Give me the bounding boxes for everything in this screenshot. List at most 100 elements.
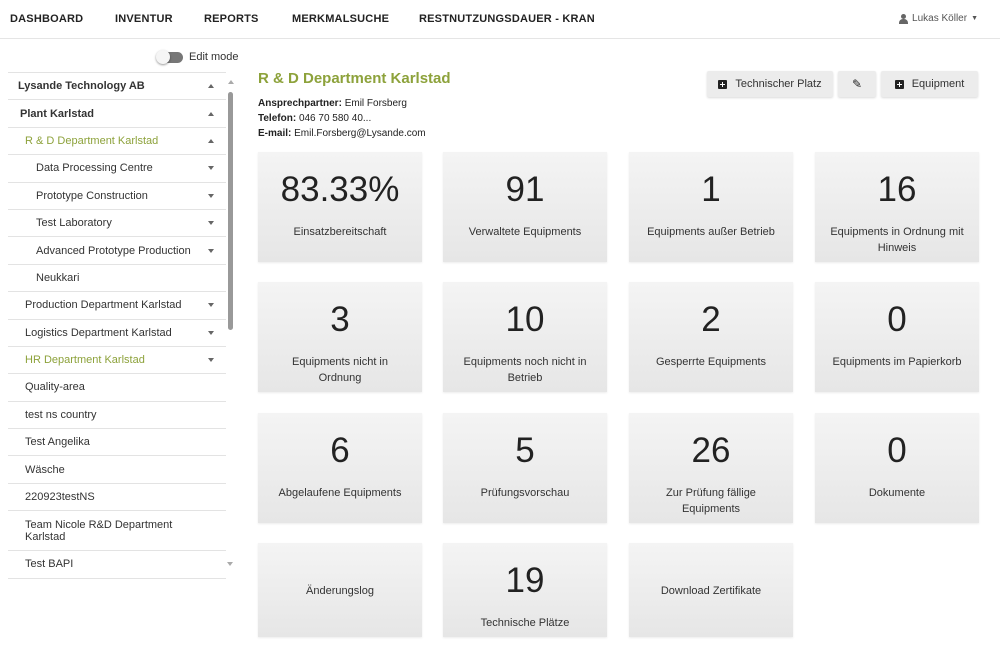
kpi-label: Equipments im Papierkorb <box>832 356 962 368</box>
nav-inventur[interactable]: INVENTUR <box>115 13 173 25</box>
scroll-down-arrow-icon[interactable] <box>227 562 233 566</box>
sidebar-item-label: Data Processing Centre <box>36 162 153 175</box>
sidebar-item-label: Test Angelika <box>25 436 90 449</box>
nav-dashboard[interactable]: DASHBOARD <box>10 13 84 25</box>
contact-person-label: Ansprechpartner: <box>258 98 342 109</box>
kpi-card[interactable]: 6 Abgelaufene Equipments <box>258 413 422 523</box>
kpi-card[interactable]: 10 Equipments noch nicht in Betrieb <box>443 282 607 392</box>
button-label: Equipment <box>911 78 965 90</box>
user-icon <box>899 13 909 24</box>
caret-down-icon[interactable] <box>208 358 214 363</box>
kpi-label: Dokumente <box>868 487 926 499</box>
sidebar-item[interactable]: 220923testNS <box>8 484 226 512</box>
sidebar-item[interactable]: Wäsche <box>8 456 226 484</box>
kpi-card[interactable]: 1 Equipments außer Betrieb <box>629 152 793 262</box>
toggle-switch[interactable] <box>156 49 183 64</box>
kpi-card[interactable]: 2 Gesperrte Equipments <box>629 282 793 392</box>
kpi-value: 5 <box>515 431 535 470</box>
caret-down-icon[interactable] <box>208 193 214 198</box>
sidebar-item-label: Test BAPI <box>25 558 74 571</box>
caret-up-icon[interactable] <box>208 138 214 143</box>
sidebar-item[interactable]: Quality-area <box>8 374 226 402</box>
kpi-card[interactable]: 26 Zur Prüfung fällige Equipments <box>629 413 793 523</box>
sidebar-item[interactable]: Test Angelika <box>8 429 226 457</box>
kpi-value: 3 <box>330 300 350 339</box>
sidebar-item-label: Test Laboratory <box>36 217 112 230</box>
page-title: R & D Department Karlstad <box>258 70 451 87</box>
scroll-up-arrow-icon[interactable] <box>228 80 234 84</box>
sidebar-item-label: Quality-area <box>25 381 85 394</box>
sidebar-tree: Lysande Technology AB Plant Karlstad R & D… <box>8 72 226 579</box>
kpi-value: 19 <box>505 561 545 600</box>
kpi-card[interactable]: 83.33% Einsatzbereitschaft <box>258 152 422 262</box>
sidebar-item-label: Plant Karlstad <box>20 107 94 120</box>
sidebar-item-label: HR Department Karlstad <box>25 354 145 367</box>
sidebar-scrollbar[interactable] <box>228 92 233 330</box>
sidebar-item[interactable]: Plant Karlstad <box>8 100 226 128</box>
sidebar-item[interactable]: Production Department Karlstad <box>8 292 226 320</box>
kpi-label: Equipments in Ordnung mit Hinweis <box>830 226 964 254</box>
kpi-label: Gesperrte Equipments <box>655 356 767 368</box>
add-equipment-button[interactable]: Equipment <box>881 71 978 97</box>
sidebar-item-label: test ns country <box>25 408 97 421</box>
kpi-value: 10 <box>505 300 545 339</box>
caret-up-icon[interactable] <box>208 111 214 116</box>
sidebar-item-label: Lysande Technology AB <box>18 80 145 93</box>
kpi-value: 16 <box>877 170 917 209</box>
kpi-card[interactable]: 5 Prüfungsvorschau <box>443 413 607 523</box>
sidebar-item[interactable]: test ns country <box>8 402 226 430</box>
edit-mode-toggle[interactable]: Edit mode <box>156 49 239 64</box>
kpi-value: 91 <box>505 170 545 209</box>
button-label: Technischer Platz <box>735 78 822 90</box>
sidebar-item[interactable]: R & D Department Karlstad <box>8 128 226 156</box>
kpi-card[interactable]: 3 Equipments nicht in Ordnung <box>258 282 422 392</box>
sidebar-item[interactable]: Test BAPI <box>8 551 226 579</box>
sidebar-item[interactable]: Advanced Prototype Production <box>8 237 226 265</box>
kpi-card[interactable]: 91 Verwaltete Equipments <box>443 152 607 262</box>
top-navigation: DASHBOARD INVENTUR REPORTS MERKMALSUCHE … <box>0 0 1000 39</box>
sidebar-item[interactable]: Lysande Technology AB <box>8 73 226 101</box>
nav-reports[interactable]: REPORTS <box>204 13 259 25</box>
kpi-card[interactable]: 16 Equipments in Ordnung mit Hinweis <box>815 152 979 262</box>
user-menu[interactable]: Lukas Köller ▼ <box>899 13 978 24</box>
kpi-label: Einsatzbereitschaft <box>293 226 387 238</box>
kpi-value: 0 <box>887 431 907 470</box>
kpi-card[interactable]: 0 Dokumente <box>815 413 979 523</box>
kpi-value: 2 <box>701 300 721 339</box>
sidebar-item[interactable]: Data Processing Centre <box>8 155 226 183</box>
sidebar-item[interactable]: Logistics Department Karlstad <box>8 320 226 347</box>
caret-down-icon[interactable] <box>208 248 214 253</box>
kpi-card[interactable]: 19 Technische Plätze <box>443 543 607 637</box>
nav-restnutzungsdauer[interactable]: RESTNUTZUNGSDAUER - KRAN <box>419 13 595 25</box>
phone-label: Telefon: <box>258 113 297 124</box>
caret-down-icon[interactable] <box>208 303 214 308</box>
kpi-card[interactable]: Download Zertifikate <box>629 543 793 637</box>
caret-up-icon[interactable] <box>208 84 214 89</box>
kpi-value: 0 <box>887 300 907 339</box>
pencil-icon: ✎ <box>851 77 863 91</box>
contact-person: Emil Forsberg <box>344 98 407 109</box>
sidebar-item[interactable]: Prototype Construction <box>8 183 226 210</box>
sidebar-item[interactable]: Team Nicole R&D Department Karlstad <box>8 511 226 552</box>
sidebar-item-label: Prototype Construction <box>36 189 148 202</box>
email-label: E-mail: <box>258 128 292 139</box>
sidebar-item[interactable]: HR Department Karlstad <box>8 347 226 375</box>
add-technischer-platz-button[interactable]: Technischer Platz <box>707 71 833 97</box>
nav-merkmalsuche[interactable]: MERKMALSUCHE <box>292 13 390 25</box>
kpi-card[interactable]: 0 Equipments im Papierkorb <box>815 282 979 392</box>
kpi-card[interactable]: Änderungslog <box>258 543 422 637</box>
sidebar-item-label: Logistics Department Karlstad <box>25 326 172 339</box>
caret-down-icon[interactable] <box>208 330 214 335</box>
edit-button[interactable]: ✎ <box>838 71 876 97</box>
phone-value: 046 70 580 40... <box>298 113 372 124</box>
caret-down-icon[interactable] <box>208 166 214 171</box>
sidebar-item[interactable]: Test Laboratory <box>8 210 226 238</box>
sidebar-item-label: R & D Department Karlstad <box>25 134 159 147</box>
sidebar-item[interactable]: Neukkari <box>8 265 226 293</box>
sidebar-item-label: Team Nicole R&D Department Karlstad <box>25 518 173 543</box>
kpi-label: Abgelaufene Equipments <box>278 487 402 499</box>
kpi-value: 26 <box>691 431 731 470</box>
kpi-value: 6 <box>330 431 350 470</box>
sidebar-item-label: Neukkari <box>36 271 80 284</box>
caret-down-icon[interactable] <box>208 221 214 226</box>
